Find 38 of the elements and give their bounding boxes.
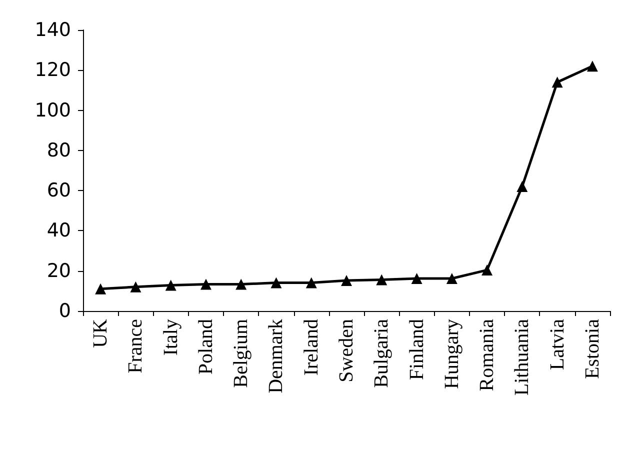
x-tick-label: Poland xyxy=(194,319,217,375)
x-tick-label: Finland xyxy=(406,319,428,380)
x-tick-label: Lithuania xyxy=(511,318,534,396)
x-tick-label: France xyxy=(124,318,147,374)
x-tick-label: Latvia xyxy=(546,318,568,370)
point xyxy=(376,274,388,286)
x-tick-label: UK xyxy=(90,318,112,348)
point xyxy=(200,278,212,290)
point xyxy=(586,60,598,72)
point xyxy=(341,274,352,286)
y-tick-label: 40 xyxy=(46,220,71,242)
x-tick-label: Belgium xyxy=(230,318,252,388)
point xyxy=(552,76,563,88)
x-tick-label: Hungary xyxy=(440,319,463,389)
y-tick-label: 20 xyxy=(46,260,71,282)
x-tick-label: Romania xyxy=(476,318,498,392)
point xyxy=(130,281,142,292)
x-tick-label: Estonia xyxy=(581,318,604,379)
x-tick-label: Bulgaria xyxy=(370,318,393,388)
point xyxy=(411,272,422,284)
y-tick-label: 120 xyxy=(34,59,71,82)
point xyxy=(95,283,106,294)
point xyxy=(446,272,458,284)
point xyxy=(516,181,528,192)
x-tick-label: Sweden xyxy=(336,319,358,382)
x-tick-label: Italy xyxy=(160,319,182,356)
point xyxy=(482,264,493,276)
point xyxy=(165,280,176,291)
y-tick-label: 80 xyxy=(46,139,71,162)
point xyxy=(306,277,317,288)
y-tick-label: 60 xyxy=(46,180,71,202)
x-tick-label: Ireland xyxy=(300,319,322,376)
x-tick-label: Denmark xyxy=(265,319,288,394)
point xyxy=(236,278,247,290)
y-tick-label: 0 xyxy=(58,300,71,322)
y-tick-label: 100 xyxy=(34,99,71,122)
point xyxy=(270,277,282,288)
y-tick-label: 140 xyxy=(34,19,71,41)
